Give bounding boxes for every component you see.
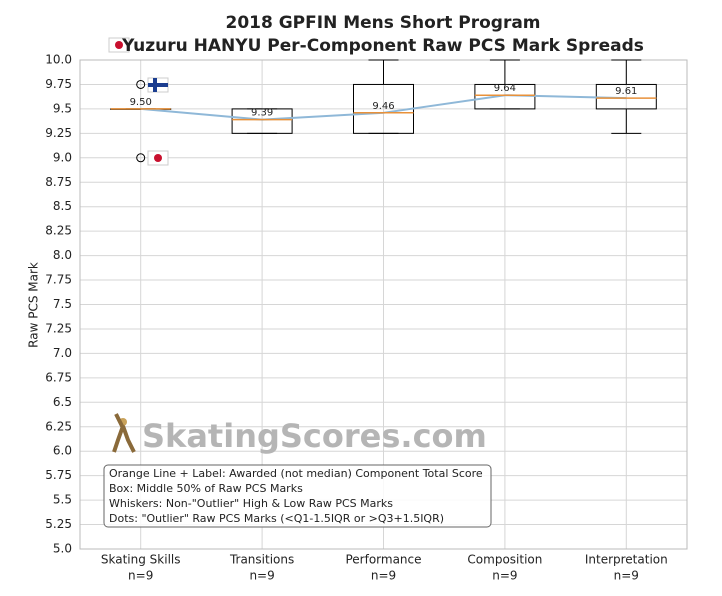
legend-text: Whiskers: Non-"Outlier" High & Low Raw P…	[109, 497, 393, 510]
y-tick-label: 8.0	[53, 248, 72, 262]
y-axis-label: Raw PCS Mark	[27, 262, 41, 348]
chart-subtitle: Yuzuru HANYU Per-Component Raw PCS Mark …	[121, 36, 644, 56]
y-tick-label: 8.25	[45, 224, 72, 238]
y-tick-label: 5.5	[53, 493, 72, 507]
y-tick-label: 7.0	[53, 346, 72, 360]
box	[231, 108, 293, 134]
legend-text: Box: Middle 50% of Raw PCS Marks	[109, 482, 303, 495]
x-tick-label: Skating Skills	[101, 553, 181, 567]
value-label: 9.61	[615, 86, 637, 97]
legend-text: Orange Line + Label: Awarded (not median…	[109, 467, 483, 480]
value-label: 9.46	[372, 101, 394, 112]
value-label: 9.64	[494, 83, 516, 94]
y-tick-label: 9.25	[45, 126, 72, 140]
y-tick-label: 7.25	[45, 321, 72, 335]
logo-figure	[112, 413, 136, 453]
n-label: n=9	[249, 569, 274, 583]
value-label: 9.50	[130, 97, 152, 108]
y-tick-label: 6.25	[45, 419, 72, 433]
japan-flag	[147, 150, 169, 166]
y-tick-label: 5.0	[53, 542, 72, 556]
y-tick-label: 6.5	[53, 395, 72, 409]
n-label: n=9	[492, 569, 517, 583]
x-tick-label: Performance	[345, 553, 421, 567]
y-tick-label: 8.75	[45, 175, 72, 189]
legend-text: Dots: "Outlier" Raw PCS Marks (<Q1-1.5IQ…	[109, 512, 444, 525]
legend-box	[103, 464, 492, 528]
flier	[136, 79, 146, 89]
y-tick-label: 7.5	[53, 297, 72, 311]
y-tick-label: 5.75	[45, 468, 72, 482]
n-label: n=9	[371, 569, 396, 583]
x-tick-label: Transitions	[229, 553, 294, 567]
y-tick-label: 7.75	[45, 273, 72, 287]
japan-flag	[108, 37, 130, 53]
x-tick-label: Interpretation	[585, 553, 668, 567]
y-tick-label: 9.5	[53, 101, 72, 115]
n-label: n=9	[128, 569, 153, 583]
y-tick-label: 9.75	[45, 77, 72, 91]
chart-title: 2018 GPFIN Mens Short Program	[225, 13, 540, 33]
y-tick-label: 6.0	[53, 444, 72, 458]
y-tick-label: 10.0	[45, 53, 72, 67]
n-label: n=9	[614, 569, 639, 583]
watermark: SkatingScores.com	[142, 417, 487, 455]
value-label: 9.39	[251, 108, 273, 119]
x-tick-label: Composition	[467, 553, 542, 567]
finland-flag	[147, 77, 169, 93]
y-tick-label: 6.75	[45, 370, 72, 384]
y-tick-label: 8.5	[53, 199, 72, 213]
flier	[136, 153, 146, 163]
y-tick-label: 9.0	[53, 150, 72, 164]
y-tick-label: 5.25	[45, 517, 72, 531]
